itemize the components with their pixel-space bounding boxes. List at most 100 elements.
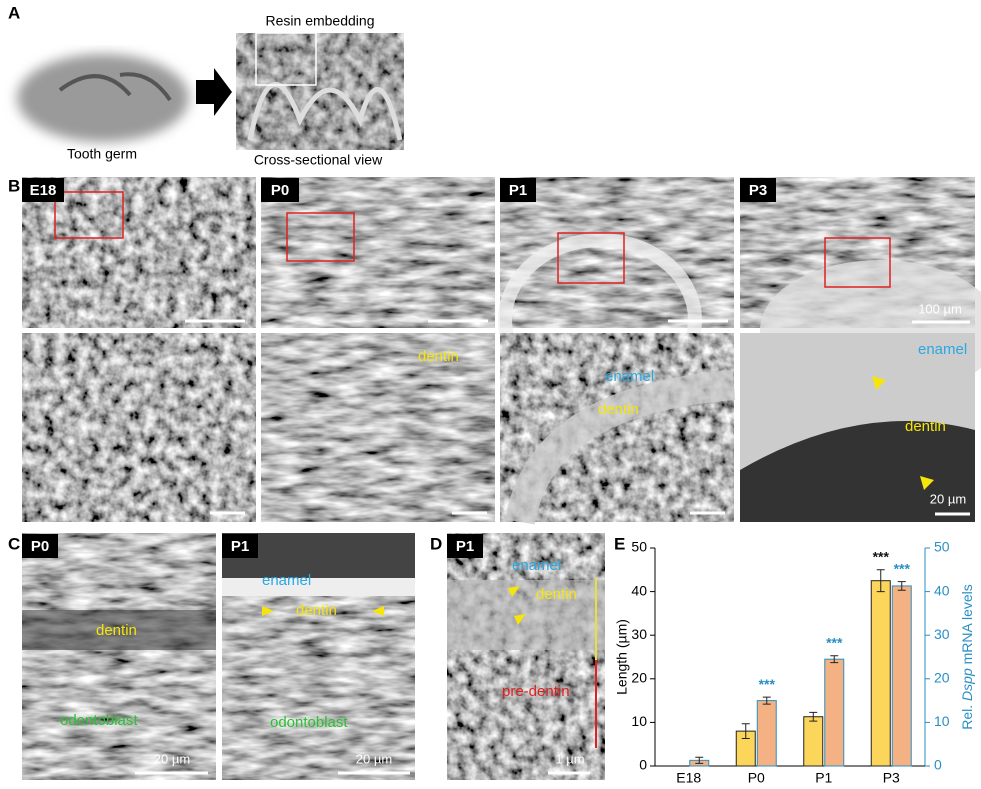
annotation: dentin [418,348,459,365]
tooth-germ-detail [58,72,172,102]
annotation: enamel [262,572,311,589]
annotation: pre-dentin [502,683,570,700]
micrograph-grid [22,177,981,525]
zoom-box [255,32,317,86]
stage-tag: P1 [231,538,249,555]
x-tick-label: P0 [748,770,765,786]
stage-tag-box [740,178,776,202]
scale-label: 1 µm [555,751,584,766]
error-bar [897,581,906,591]
panel-label: B [8,176,20,195]
error-bar [809,711,818,722]
y-tick-label: 40 [631,582,647,598]
significance: *** [894,560,911,576]
y2-tick-label: 0 [934,757,942,773]
error-bar [695,756,704,764]
arrowhead [508,586,526,625]
error-bar [762,696,771,705]
micrograph [447,533,605,780]
bar [756,700,777,767]
y2-tick-label: 30 [934,626,950,642]
y-tick-label: 20 [631,670,647,686]
stage-tag: P0 [271,182,289,199]
y2-axis-label: Rel. Dspp mRNA levels [959,584,975,730]
scale-label: 20 µm [154,751,190,766]
y2-tick-label: 50 [934,539,950,555]
stage-tag: E18 [30,182,57,199]
y2-axis-label-part: Rel. [959,705,975,730]
panel-label: A [8,3,20,22]
y2-tick-label: 20 [934,670,950,686]
tissue-layer [447,580,605,650]
bar [824,658,845,767]
zoom-box [54,191,124,239]
tissue-layer [740,421,975,522]
y2-axis-label-part: Dspp [959,668,975,705]
error-bar [830,655,839,664]
panel-label: D [430,534,442,553]
stage-tag-box [22,178,64,202]
scale-label: 20 µm [356,751,392,766]
zoom-box [824,237,891,288]
panel-label: C [8,534,20,553]
stage-tag-box [447,534,483,558]
y2-tick-label: 40 [934,582,950,598]
stage-tag-box [261,178,299,202]
stage-tag: P1 [456,538,474,555]
annotation: dentin [905,418,946,435]
annotation: enamel [512,557,561,574]
y2-axis-label-part: mRNA levels [959,584,975,668]
tissue-layer [22,610,216,650]
x-tick-label: P1 [815,770,832,786]
bar [891,585,912,767]
y2-tick-label: 10 [934,713,950,729]
zoom-box [286,212,355,262]
micrograph [22,177,256,328]
stage-tag-box [22,534,58,558]
stage-tag: P3 [749,182,767,199]
annotation: enamel [605,368,654,385]
annotation: dentin [96,622,137,639]
caption: Tooth germ [67,146,137,162]
y-axis-label: Length (µm) [614,619,630,695]
micrograph [22,533,216,780]
caption: Resin embedding [266,13,375,29]
annotation: odontoblast [270,714,348,731]
annotation: odontoblast [60,712,138,729]
annotation: enamel [918,341,967,358]
y-tick-label: 50 [631,539,647,555]
annotation: dentin [296,602,337,619]
significance: *** [873,549,890,565]
stage-tag: P1 [509,182,527,199]
stage-tag: P0 [31,538,49,555]
annotation: dentin [536,586,577,603]
zoom-box [557,232,625,284]
x-tick-label: E18 [676,770,701,786]
y-tick-label: 30 [631,626,647,642]
scale-label: 20 µm [930,491,966,506]
chart: 0 10 20 30 40 50 0 10 20 30 40 50 Length (µm) Rel. Ds… [614,539,975,786]
micrograph [22,333,256,522]
error-bar [876,569,885,593]
arrow [196,68,232,116]
stage-tag-box [222,534,258,558]
significance: *** [826,634,843,650]
bar [870,580,891,767]
caption: Cross-sectional view [254,152,383,168]
scale-label: 100 µm [918,301,962,316]
arrowhead [872,376,934,490]
bar [803,716,824,767]
panel-label: E [614,534,625,553]
micrograph [261,177,495,328]
y-tick-label: 0 [639,757,647,773]
stage-tag-box [500,178,536,202]
micrograph [261,333,495,522]
tissue-layer [222,578,415,596]
error-bar [741,723,750,740]
tissue-layer [505,370,736,525]
significance: *** [759,676,776,692]
x-tick-label: P3 [883,770,900,786]
y-tick-label: 10 [631,713,647,729]
scale-bars [185,319,970,516]
